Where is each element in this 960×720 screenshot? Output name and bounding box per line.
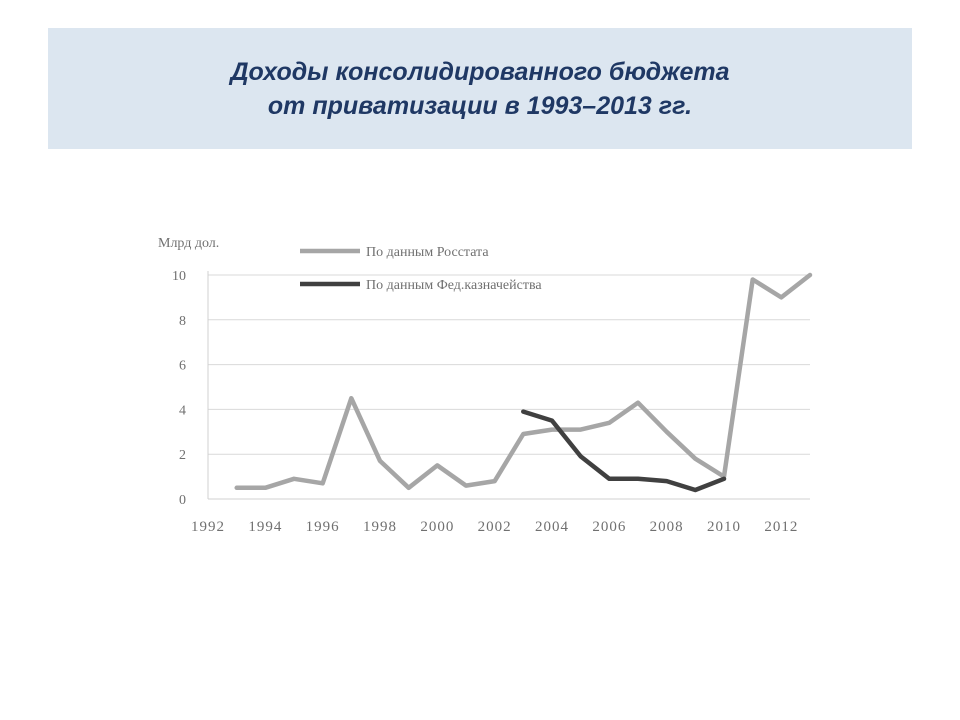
x-tick-label: 1992 xyxy=(191,519,225,535)
x-tick-label: 2012 xyxy=(764,519,798,535)
x-tick-label: 1996 xyxy=(306,519,340,535)
y-tick-label: 6 xyxy=(179,359,186,374)
x-tick-label: 2000 xyxy=(420,519,454,535)
y-tick-label: 2 xyxy=(179,448,186,463)
series-line-2 xyxy=(521,409,727,493)
y-tick-label: 4 xyxy=(179,403,186,418)
x-tick-label: 2002 xyxy=(478,519,512,535)
y-tick-label: 10 xyxy=(172,269,186,284)
x-tick-label: 2006 xyxy=(592,519,626,535)
x-tick-label: 2010 xyxy=(707,519,741,535)
slide-title-line-1: Доходы консолидированного бюджета xyxy=(230,57,730,86)
slide-title-line-2: от приватизации в 1993–2013 гг. xyxy=(267,91,693,120)
y-axis-label: Млрд дол. xyxy=(158,236,219,251)
x-tick-label: 1994 xyxy=(248,519,282,535)
title-band: Доходы консолидированного бюджета от при… xyxy=(48,28,912,149)
privatization-revenue-chart: 0 2 4 6 8 10 1992 1994 1996 1998 2000 2002 2004 2006 2… xyxy=(158,236,813,535)
y-tick-label: 8 xyxy=(179,314,186,329)
x-tick-label: 2004 xyxy=(535,519,569,535)
legend-label-1: По данным Росстата xyxy=(366,245,489,260)
x-tick-label: 2008 xyxy=(650,519,684,535)
legend-label-2: По данным Фед.казначейства xyxy=(366,278,542,293)
y-tick-label: 0 xyxy=(179,493,186,508)
x-tick-label: 1998 xyxy=(363,519,397,535)
series-line-1 xyxy=(234,272,813,491)
